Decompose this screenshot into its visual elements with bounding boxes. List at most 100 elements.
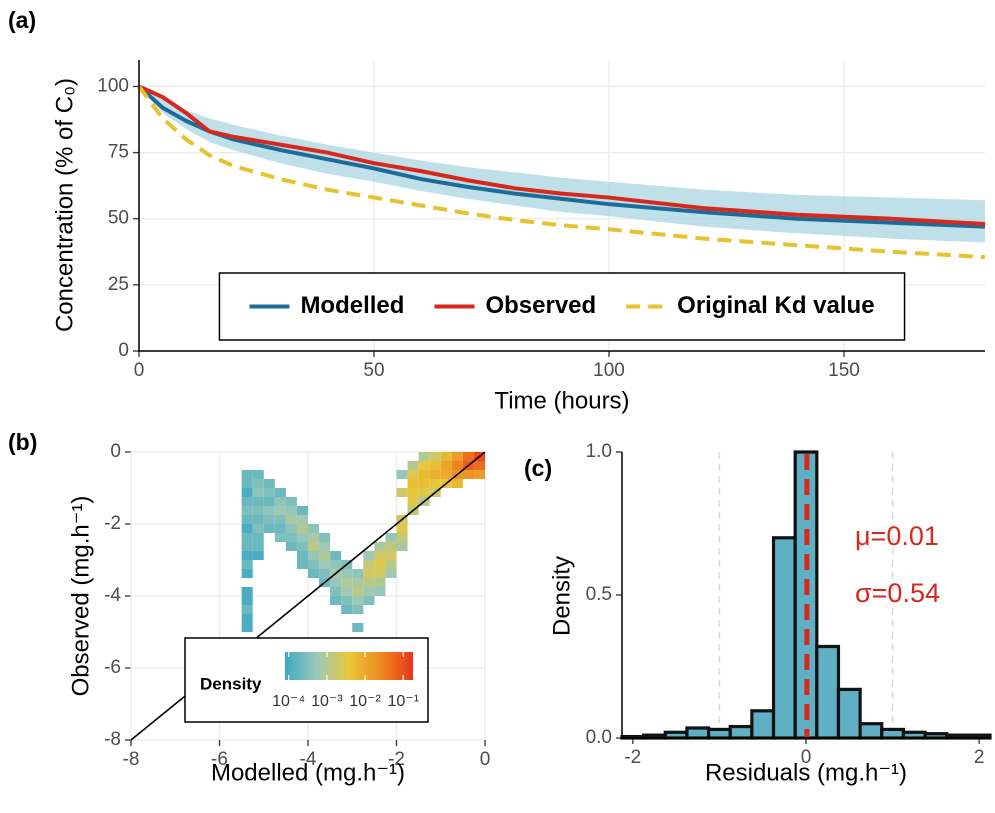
density-tile bbox=[263, 497, 275, 506]
histogram-bar bbox=[685, 726, 711, 740]
density-tile bbox=[374, 551, 386, 560]
density-tile bbox=[385, 560, 397, 569]
density-tile bbox=[352, 578, 364, 587]
density-tile bbox=[374, 560, 386, 569]
density-tile bbox=[407, 479, 419, 488]
y-tick-label: 0.5 bbox=[586, 584, 612, 605]
histogram-bar bbox=[750, 709, 776, 740]
density-tile bbox=[462, 452, 474, 461]
histogram-bar bbox=[815, 644, 841, 740]
density-tile bbox=[407, 488, 419, 497]
y-tick-label: -8 bbox=[104, 729, 121, 750]
density-tile bbox=[374, 542, 386, 551]
annotation: σ=0.54 bbox=[855, 578, 940, 608]
density-tile bbox=[252, 533, 264, 542]
series-line bbox=[137, 84, 986, 229]
density-tile bbox=[263, 479, 275, 488]
colorbar bbox=[285, 652, 413, 680]
density-tile bbox=[451, 479, 463, 488]
density-tile bbox=[352, 569, 364, 578]
density-tile bbox=[418, 479, 430, 488]
y-axis-title: Concentration (% of C₀) bbox=[51, 78, 78, 332]
density-tile bbox=[241, 542, 253, 551]
density-tile bbox=[330, 587, 342, 596]
y-tick-label: 25 bbox=[108, 274, 129, 295]
density-tile bbox=[241, 614, 253, 623]
density-tile bbox=[374, 578, 386, 587]
density-tile bbox=[263, 524, 275, 533]
density-tile bbox=[296, 560, 308, 569]
x-tick-label: 100 bbox=[593, 360, 625, 381]
density-tile bbox=[285, 515, 297, 524]
x-tick-label: 2 bbox=[974, 747, 985, 768]
histogram-bar bbox=[663, 730, 689, 740]
x-tick-label: 0 bbox=[134, 360, 145, 381]
density-tile bbox=[252, 470, 264, 479]
density-tile bbox=[385, 533, 397, 542]
panel-label: (c) bbox=[524, 455, 552, 481]
density-tile bbox=[473, 470, 485, 479]
density-tile bbox=[252, 479, 264, 488]
histogram-bar bbox=[706, 727, 732, 740]
y-tick-label: -6 bbox=[104, 657, 121, 678]
density-tile bbox=[241, 623, 253, 632]
x-tick-label: -4 bbox=[300, 749, 317, 770]
density-tile bbox=[274, 497, 286, 506]
y-tick-label: -4 bbox=[104, 585, 121, 606]
density-tile bbox=[296, 515, 308, 524]
series-line bbox=[137, 85, 986, 260]
density-tile bbox=[396, 488, 408, 497]
density-tile bbox=[285, 542, 297, 551]
density-tile bbox=[241, 479, 253, 488]
legend-box bbox=[218, 272, 906, 341]
density-tile bbox=[252, 551, 264, 560]
density-tile bbox=[396, 533, 408, 542]
density-tile bbox=[319, 551, 331, 560]
y-tick-label: 0 bbox=[118, 340, 129, 361]
density-tile bbox=[296, 533, 308, 542]
x-tick-label: -2 bbox=[388, 749, 405, 770]
density-tile bbox=[274, 515, 286, 524]
density-tile bbox=[252, 497, 264, 506]
uncertainty-band bbox=[139, 86, 985, 243]
density-tile bbox=[252, 506, 264, 515]
density-tile bbox=[385, 551, 397, 560]
density-tile bbox=[440, 470, 452, 479]
density-tile bbox=[241, 488, 253, 497]
density-tile bbox=[418, 470, 430, 479]
annotation: μ=0.01 bbox=[855, 521, 939, 551]
histogram-bar bbox=[836, 687, 862, 740]
colorbar-label: 10⁻³ bbox=[311, 693, 343, 710]
density-tile bbox=[319, 542, 331, 551]
density-tile bbox=[341, 569, 353, 578]
density-tile bbox=[440, 452, 452, 461]
density-tile bbox=[241, 533, 253, 542]
density-tile bbox=[451, 452, 463, 461]
density-tile bbox=[363, 560, 375, 569]
colorbar-label: 10⁻⁴ bbox=[272, 693, 305, 710]
density-tile bbox=[241, 569, 253, 578]
density-tile bbox=[296, 551, 308, 560]
density-tile bbox=[252, 515, 264, 524]
density-tile bbox=[241, 497, 253, 506]
density-tile bbox=[308, 569, 320, 578]
density-tile bbox=[241, 524, 253, 533]
density-tile bbox=[396, 542, 408, 551]
x-tick-label: 0 bbox=[480, 749, 491, 770]
density-tile bbox=[429, 461, 441, 470]
colorbar-label: 10⁻² bbox=[349, 693, 381, 710]
histogram-bar bbox=[728, 724, 754, 740]
density-tile bbox=[396, 524, 408, 533]
density-tile bbox=[440, 461, 452, 470]
density-tile bbox=[341, 578, 353, 587]
density-tile bbox=[429, 479, 441, 488]
density-tile bbox=[352, 605, 364, 614]
density-tile bbox=[274, 506, 286, 515]
density-tile bbox=[352, 596, 364, 605]
density-tile bbox=[308, 551, 320, 560]
x-axis-title: Time (hours) bbox=[494, 387, 629, 414]
density-tile bbox=[407, 461, 419, 470]
legend-label: Observed bbox=[485, 292, 596, 319]
density-tile bbox=[308, 524, 320, 533]
